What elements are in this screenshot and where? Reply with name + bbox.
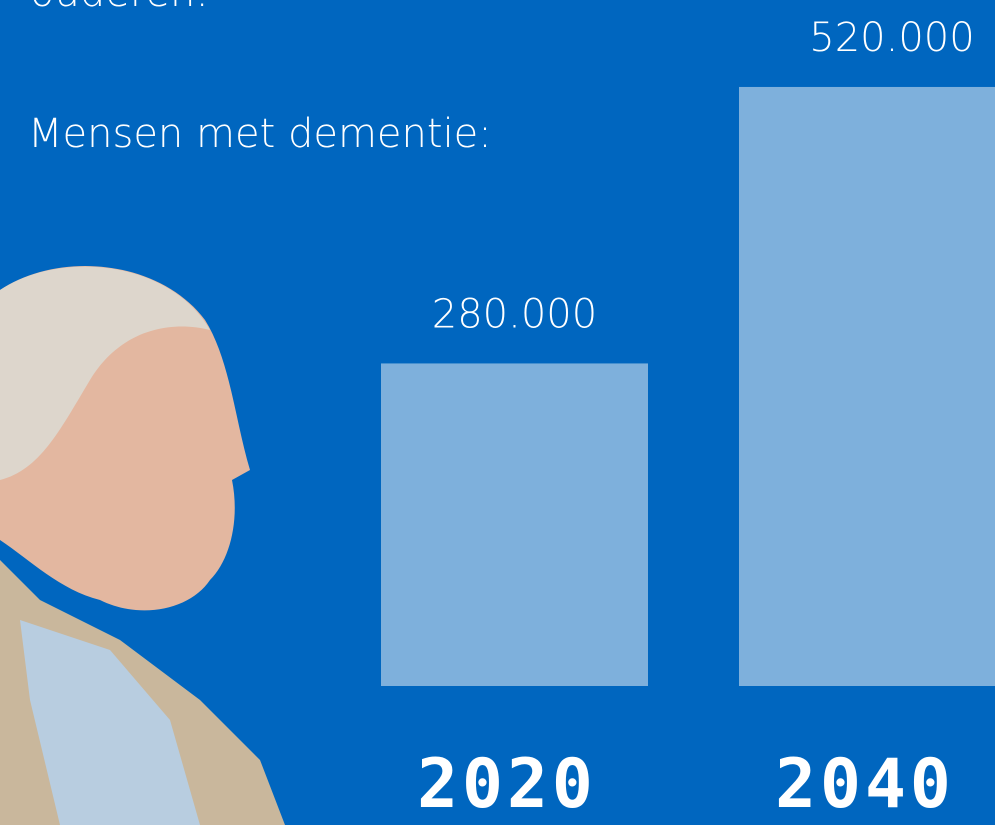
value-label: 520.000 [809,15,974,61]
category-label: 2040 [775,745,955,824]
chart-title: ouderen: [30,0,209,16]
page: ouderen: Mensen met dementie: 280.000 202… [0,0,995,825]
bar [381,363,648,686]
value-label: 280.000 [432,291,597,337]
category-label: 2020 [417,745,597,824]
bar [739,87,995,686]
chart: ouderen: Mensen met dementie: 280.000 202… [0,0,995,825]
chart-subtitle: Mensen met dementie: [28,111,492,157]
